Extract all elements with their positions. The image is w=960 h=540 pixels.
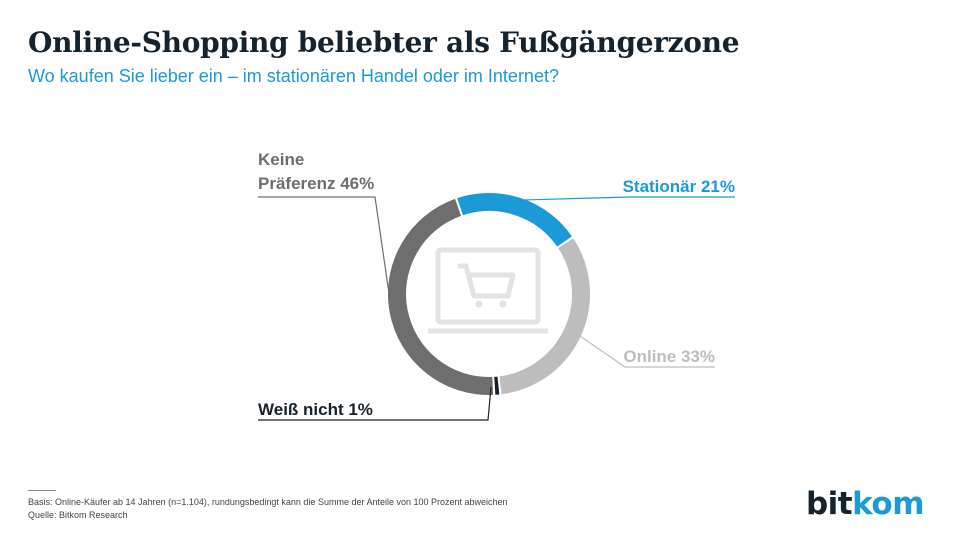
slice-label: Präferenz 46% bbox=[258, 174, 374, 193]
leader-line bbox=[520, 196, 735, 201]
donut-slice bbox=[457, 193, 572, 247]
logo-part-kom: kom bbox=[852, 486, 924, 522]
donut-slice bbox=[499, 238, 590, 395]
leader-line bbox=[258, 386, 492, 421]
footer-rule bbox=[28, 490, 56, 491]
donut-slice bbox=[388, 198, 494, 395]
leader-line bbox=[258, 196, 393, 313]
slice-label: Keine bbox=[258, 150, 304, 169]
slice-label: Stationär 21% bbox=[623, 177, 735, 196]
footnote-basis: Basis: Online-Käufer ab 14 Jahren (n=1.1… bbox=[28, 497, 508, 507]
chart-title: Online-Shopping beliebter als Fußgängerz… bbox=[28, 26, 740, 59]
shopping-cart-laptop-icon bbox=[428, 247, 548, 334]
slice-label: Weiß nicht 1% bbox=[258, 400, 373, 419]
slice-label: Online 33% bbox=[623, 347, 715, 366]
chart-subtitle: Wo kaufen Sie lieber ein – im stationäre… bbox=[28, 66, 559, 86]
leader-line bbox=[578, 334, 715, 368]
bitkom-logo: bitkom bbox=[805, 486, 925, 522]
footnote-source: Quelle: Bitkom Research bbox=[28, 510, 128, 520]
logo-part-bit: bit bbox=[805, 486, 853, 522]
